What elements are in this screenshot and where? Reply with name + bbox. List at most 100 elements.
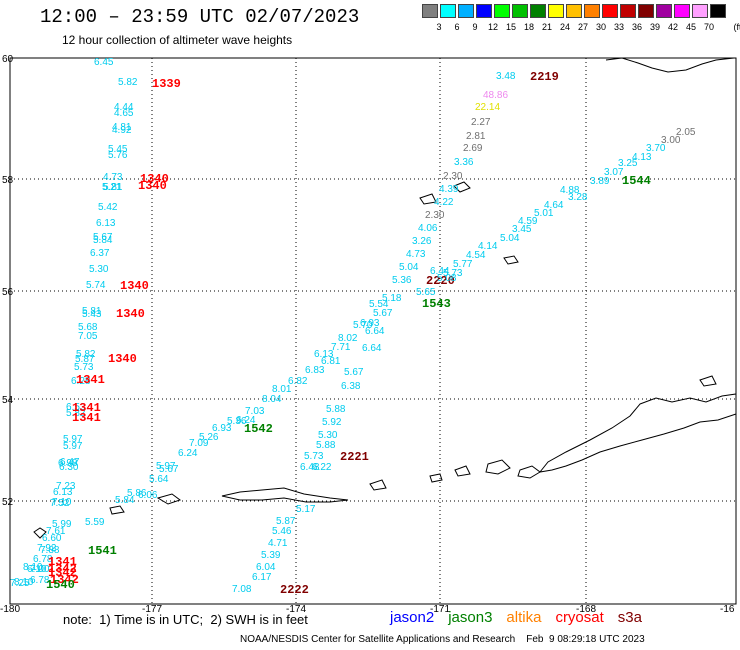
swh-value: 5.54 [369,299,389,310]
swh-value: 4.73 [103,172,123,183]
swh-value: 48.86 [483,90,508,101]
lat-label: 52 [2,497,14,508]
swh-value: 5.87 [75,354,95,365]
swh-value: 5.87 [276,516,296,527]
swh-value: 5.08 [437,273,457,284]
swh-value: 5.81 [103,182,123,193]
swh-value: 3.70 [646,143,666,154]
orbit-label: 1341 [48,555,77,569]
island [454,465,471,477]
swh-value: 7.09 [189,438,209,449]
swh-value: 4.81 [112,122,132,133]
swh-value: 7.10 [52,497,72,508]
orbit-label: 1340 [120,279,149,293]
swh-value: 5.73 [443,268,463,279]
swh-value: 5.73 [304,451,324,462]
swh-value: 6.06 [138,490,158,501]
legend-swatch [566,4,582,18]
swh-value: 8.10 [23,562,43,573]
legend-swatch [422,4,438,18]
swh-value: 6.48 [300,462,320,473]
swh-value: 5.36 [392,275,412,286]
swh-value: 5.17 [296,504,316,515]
legend-unit: (ft) [733,22,740,32]
orbit-label: 2220 [426,274,455,288]
orbit-label: 1340 [140,172,169,186]
swh-value: 5.39 [261,550,281,561]
axis-labels: 60 58 56 54 52 -180 -177 -174 -171 -168 -16 [0,54,735,615]
island [33,527,47,539]
swh-value: 5.74 [86,280,106,291]
legend-swatch [638,4,654,18]
swh-value: 5.67 [159,464,179,475]
lon-label: -171 [430,604,450,615]
orbit-label: 1541 [88,544,117,558]
legend-label: 33 [613,22,624,32]
legend-swatch [656,4,672,18]
orbit-label: 2221 [340,450,369,464]
swh-value: 4.39 [439,184,459,195]
swh-value: 5.76 [108,150,128,161]
legend-label: 42 [667,22,678,32]
legend-swatch [692,4,708,18]
swh-value: 6.60 [42,533,62,544]
swh-value: 6.04 [256,562,276,573]
swh-value: 8.04 [262,394,282,405]
orbit-label: 1341 [76,373,105,387]
swh-value: 6.45 [94,57,114,68]
swh-value: 6.13 [53,487,73,498]
swh-value: 4.64 [544,200,564,211]
legend-label: 24 [559,22,570,32]
aleutian-islands [221,487,349,503]
swh-value: 4.92 [112,125,132,136]
swh-value: 7.61 [46,526,66,537]
orbit-label: 1340 [108,352,137,366]
map-frame [9,57,737,605]
swh-value: 5.67 [93,232,113,243]
swh-value: 5.45 [108,144,128,155]
swh-value: 5.84 [93,235,113,246]
orbit-label: 1543 [422,297,451,311]
swh-value: 6.22 [312,462,332,473]
swh-value: 5.73 [74,362,94,373]
swh-value: 2.27 [471,117,491,128]
legend-swatch [620,4,636,18]
legend-swatch [440,4,456,18]
lat-label: 60 [2,54,14,65]
lat-label: 54 [2,395,14,406]
swh-value: 5.81 [82,306,102,317]
island [369,479,387,491]
lat-label: 56 [2,287,14,298]
satellite-cryosat: cryosat [555,609,604,626]
alaska-peninsula [538,393,737,473]
swh-value: 5.82 [118,77,138,88]
swh-value: 5.04 [500,233,520,244]
island [156,493,182,505]
swh-value: 6.13 [314,349,334,360]
island [419,193,437,205]
island [517,465,541,479]
swh-value: 3.45 [512,224,532,235]
swh-value: 6.47 [60,457,80,468]
swh-value: 7.88 [40,545,60,556]
swh-value: 3.48 [496,71,516,82]
swh-value: 4.14 [478,241,498,252]
swh-value: 4.13 [632,152,652,163]
orbit-label: 2219 [530,70,559,84]
satellite-altika: altika [506,609,542,626]
swh-value: 6.93 [212,423,232,434]
island [429,473,443,483]
swh-value: 7.23 [56,481,76,492]
swh-value: 5.86 [127,488,147,499]
swh-value: 5.97 [156,461,176,472]
swh-value: 7.03 [245,406,265,417]
swh-value: 5.26 [199,432,219,443]
lon-label: -174 [286,604,306,615]
swh-value: 6.83 [305,365,325,376]
swh-value: 3.00 [661,135,681,146]
swh-value: 5.88 [326,404,346,415]
swh-value: 6.24 [178,448,198,459]
swh-value: 3.28 [568,192,588,203]
legend-label: 27 [577,22,588,32]
swh-value: 8.01 [272,384,292,395]
